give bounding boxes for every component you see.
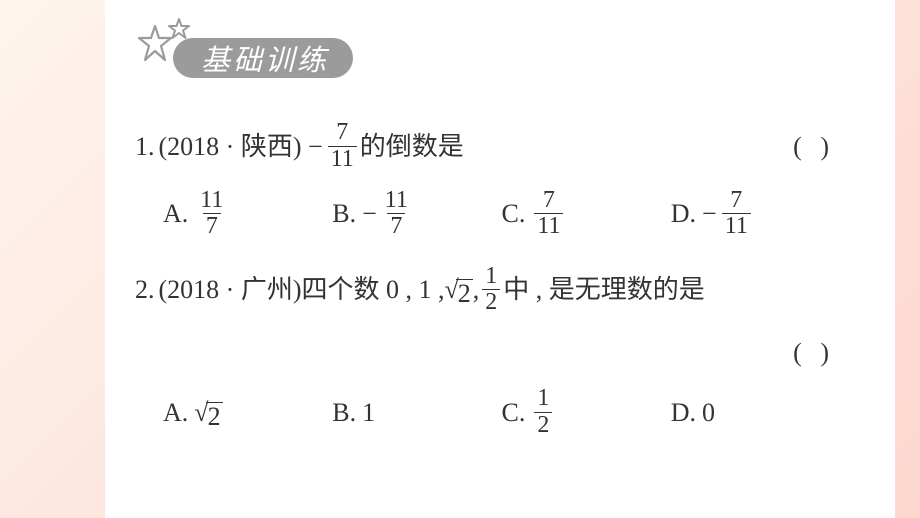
q1-tail: 的倒数是 <box>360 127 464 166</box>
q1-d-frac: 7 11 <box>722 188 751 239</box>
q2-c-frac: 1 2 <box>534 386 552 437</box>
q1-number: 1. <box>135 127 155 166</box>
q1-options: A. 11 7 B. − 11 7 C. 7 11 <box>135 188 840 239</box>
q1-c-num: 7 <box>540 188 558 213</box>
q1-frac-den: 11 <box>328 146 357 172</box>
question-1: 1. (2018 · 陕西) − 7 11 的倒数是 ( ) A. 11 7 B… <box>135 118 840 239</box>
q2-c-den: 2 <box>534 412 552 438</box>
q2-fraction: 1 2 <box>482 264 500 315</box>
q2-frac-num: 1 <box>482 264 500 289</box>
q2-comma: , <box>473 270 480 309</box>
q1-option-d[interactable]: D. − 7 11 <box>671 188 840 239</box>
q1-d-num: 7 <box>727 188 745 213</box>
q1-a-num: 11 <box>197 188 226 213</box>
q2-a-val: 2 <box>206 402 223 432</box>
q1-frac-num: 7 <box>333 120 351 145</box>
q2-c-num: 1 <box>534 386 552 411</box>
q2-option-a[interactable]: A. √ 2 <box>163 386 332 437</box>
q2-b-val: 1 <box>362 393 375 432</box>
q1-option-c[interactable]: C. 7 11 <box>502 188 671 239</box>
q1-b-label: B. <box>332 194 356 233</box>
q1-d-neg: − <box>702 194 717 233</box>
q2-a-sqrt: √ 2 <box>194 393 222 432</box>
q2-tail: 中 , 是无理数的是 <box>503 270 705 309</box>
q1-a-den: 7 <box>203 213 221 239</box>
q2-answer-paren[interactable]: ( ) <box>135 333 840 372</box>
q2-option-c[interactable]: C. 1 2 <box>502 386 671 437</box>
q1-b-neg: − <box>362 194 377 233</box>
section-title: 基础训练 <box>201 37 329 79</box>
question-2-stem: 2. (2018 · 广州) 四个数 0 , 1 , √ 2 , 1 2 中 ,… <box>135 261 840 317</box>
q1-answer-paren[interactable]: ( ) <box>793 127 835 166</box>
q1-c-den: 11 <box>534 213 563 239</box>
section-title-pill: 基础训练 <box>173 38 353 78</box>
q2-b-label: B. <box>332 393 356 432</box>
q1-c-label: C. <box>502 194 526 233</box>
question-2: 2. (2018 · 广州) 四个数 0 , 1 , √ 2 , 1 2 中 ,… <box>135 261 840 437</box>
q1-option-a[interactable]: A. 11 7 <box>163 188 332 239</box>
q1-b-den: 7 <box>387 213 405 239</box>
page-paper: 基础训练 1. (2018 · 陕西) − 7 11 的倒数是 ( ) A. 1… <box>105 0 895 518</box>
q1-b-frac: 11 7 <box>382 188 411 239</box>
q2-options: A. √ 2 B. 1 C. 1 2 D. 0 <box>135 386 840 437</box>
q2-a-label: A. <box>163 393 188 432</box>
q2-number: 2. <box>135 270 155 309</box>
q1-d-label: D. <box>671 194 696 233</box>
q2-sqrt-val: 2 <box>456 279 473 309</box>
q1-a-frac: 11 7 <box>197 188 226 239</box>
q2-c-label: C. <box>502 393 526 432</box>
q1-a-label: A. <box>163 194 188 233</box>
section-header: 基础训练 <box>135 24 840 84</box>
q2-sqrt: √ 2 <box>445 270 473 309</box>
q1-fraction: 7 11 <box>328 120 357 171</box>
q1-option-b[interactable]: B. − 11 7 <box>332 188 501 239</box>
q1-negative-sign: − <box>301 127 322 166</box>
q1-c-frac: 7 11 <box>534 188 563 239</box>
q1-source: (2018 · 陕西) <box>159 127 302 166</box>
q1-b-num: 11 <box>382 188 411 213</box>
q1-d-den: 11 <box>722 213 751 239</box>
q2-d-label: D. <box>671 393 696 432</box>
q2-lead: 四个数 0 , 1 , <box>301 270 444 309</box>
q2-frac-den: 2 <box>482 289 500 315</box>
q2-source: (2018 · 广州) <box>159 270 302 309</box>
q2-option-d[interactable]: D. 0 <box>671 386 840 437</box>
q2-option-b[interactable]: B. 1 <box>332 386 501 437</box>
q2-d-val: 0 <box>702 393 715 432</box>
question-1-stem: 1. (2018 · 陕西) − 7 11 的倒数是 ( ) <box>135 118 840 174</box>
